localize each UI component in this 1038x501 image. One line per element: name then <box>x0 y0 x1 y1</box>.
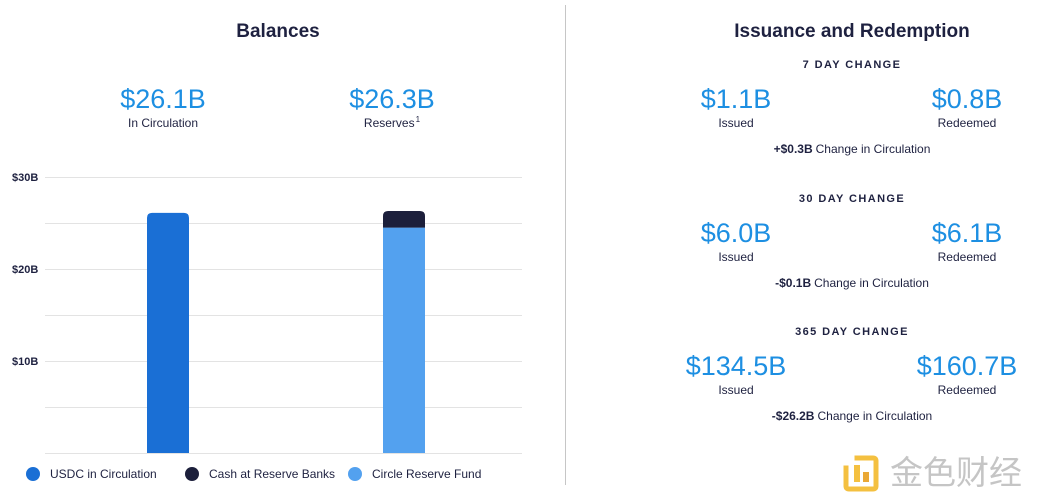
change-in-circulation: +$0.3B Change in Circulation <box>702 142 1002 157</box>
watermark-text: 金色财经 <box>890 453 1022 492</box>
stat-reserves: $26.3B Reserves1 <box>312 83 472 131</box>
stat-redeemed: $0.8B Redeemed <box>897 83 1037 131</box>
change-in-circulation: -$26.2B Change in Circulation <box>702 409 1002 424</box>
stat-label: Redeemed <box>937 383 997 397</box>
stat-value: $134.5B <box>685 351 787 381</box>
bar-circle-reserve-fund <box>383 227 425 453</box>
legend-label: Cash at Reserve Banks <box>209 467 336 481</box>
issuance-title: Issuance and Redemption <box>734 21 970 42</box>
stat-redeemed: $6.1B Redeemed <box>897 217 1037 265</box>
change-label: Change in Circulation <box>814 276 929 290</box>
stat-label: Issued <box>718 250 754 264</box>
balances-bar-chart: $10B $20B $30B <box>12 172 522 454</box>
legend-item-usdc-in-circulation: USDC in Circulation <box>26 467 157 481</box>
stat-issued: $134.5B Issued <box>666 350 806 398</box>
change-value: -$0.1B <box>775 276 812 290</box>
period-365-day: 365 DAY CHANGE $134.5B Issued $160.7B Re… <box>566 325 1038 425</box>
change-value: +$0.3B <box>773 142 813 156</box>
stat-issued: $1.1B Issued <box>666 83 806 131</box>
stat-issued: $6.0B Issued <box>666 217 806 265</box>
period-7-day: 7 DAY CHANGE $1.1B Issued $0.8B Redeemed… <box>566 58 1038 158</box>
stat-label: Issued <box>718 383 754 397</box>
y-tick-label: $30B <box>12 172 38 184</box>
stat-label-text: In Circulation <box>127 116 199 130</box>
period-heading: 30 DAY CHANGE <box>798 193 906 205</box>
stat-value: $6.0B <box>700 218 772 248</box>
legend-swatch <box>185 467 199 481</box>
stat-value: $26.3B <box>349 84 435 114</box>
jinse-logo-icon <box>843 455 879 492</box>
stat-label: Reserves1 <box>312 116 472 131</box>
period-heading: 7 DAY CHANGE <box>802 59 902 71</box>
stat-value: $160.7B <box>916 351 1018 381</box>
bar-cash-at-reserve-banks <box>383 211 425 228</box>
stat-value: $26.1B <box>120 84 206 114</box>
legend-label: Circle Reserve Fund <box>372 467 482 481</box>
stat-label: In Circulation <box>83 116 243 131</box>
stat-in-circulation: $26.1B In Circulation <box>83 83 243 131</box>
change-in-circulation: -$0.1B Change in Circulation <box>702 276 1002 291</box>
stat-label: Redeemed <box>937 116 997 130</box>
bar-usdc-in-circulation <box>147 212 189 453</box>
period-heading: 365 DAY CHANGE <box>795 326 909 338</box>
legend-item-circle-reserve-fund: Circle Reserve Fund <box>348 467 481 481</box>
stat-label-text: Reserves <box>363 116 415 130</box>
stat-value: $6.1B <box>931 218 1003 248</box>
stat-redeemed: $160.7B Redeemed <box>897 350 1037 398</box>
stat-value: $1.1B <box>700 84 772 114</box>
legend-swatch <box>26 467 40 481</box>
period-30-day: 30 DAY CHANGE $6.0B Issued $6.1B Redeeme… <box>566 192 1038 292</box>
stat-label: Redeemed <box>937 250 997 264</box>
watermark: 金色财经 <box>840 450 1035 496</box>
change-value: -$26.2B <box>771 409 815 423</box>
change-label: Change in Circulation <box>815 142 931 156</box>
change-label: Change in Circulation <box>817 409 933 423</box>
panel-divider <box>565 5 566 485</box>
stat-value: $0.8B <box>931 84 1003 114</box>
legend-swatch <box>348 467 362 481</box>
footnote-marker: 1 <box>415 115 421 124</box>
legend-label: USDC in Circulation <box>50 467 157 481</box>
y-tick-label: $20B <box>12 264 38 276</box>
stat-label: Issued <box>718 116 754 130</box>
y-tick-label: $10B <box>12 356 38 368</box>
balances-title: Balances <box>236 21 320 42</box>
legend-item-cash-at-reserve-banks: Cash at Reserve Banks <box>185 467 335 481</box>
